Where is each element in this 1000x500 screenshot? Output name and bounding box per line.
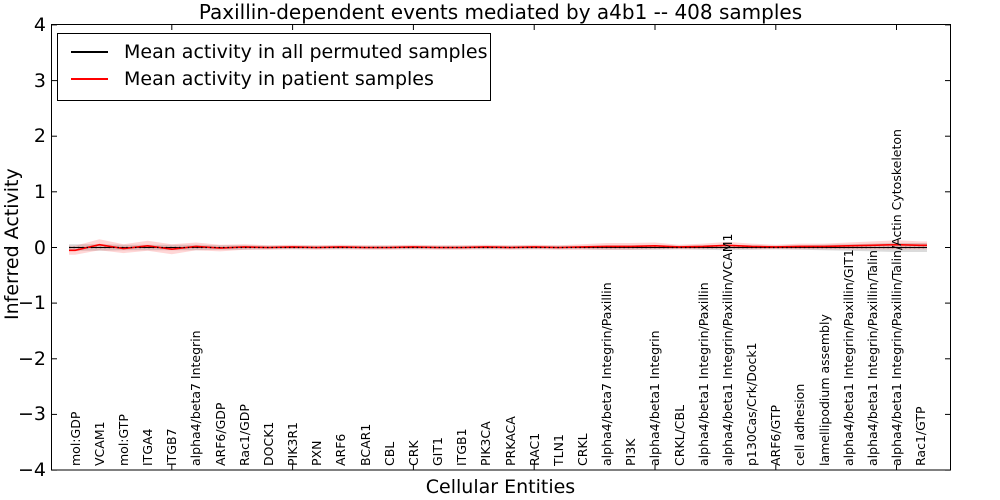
x-tick-label: Rac1/GDP [236, 404, 252, 466]
x-tick-label: CRKL [574, 433, 590, 466]
y-tick-label: −4 [17, 459, 46, 482]
x-tick-label: mol:GDP [67, 411, 83, 466]
y-tick-label: −3 [17, 403, 46, 426]
x-tick-label: alpha4/beta1 Integrin/Paxillin/VCAM1 [719, 233, 735, 466]
x-tick-label: mol:GTP [116, 414, 131, 466]
chart-title: Paxillin-dependent events mediated by a4… [198, 0, 803, 24]
x-tick-label: DOCK1 [260, 421, 276, 466]
x-tick-label: PIK3CA [478, 421, 494, 466]
x-tick-label: PI3K [623, 438, 639, 466]
black-line-swatch [71, 50, 108, 53]
x-tick-label: ARF6/GDP [212, 402, 228, 466]
x-tick-label: ITGB1 [454, 428, 470, 466]
y-tick-label: −2 [17, 347, 46, 370]
y-tick-label: 0 [33, 236, 46, 259]
x-tick-label: PIK3R1 [285, 421, 301, 466]
y-tick-label: 1 [33, 180, 46, 203]
x-tick-label: RAC1 [526, 432, 542, 466]
x-tick-label: PXN [309, 440, 325, 466]
x-tick-label: alpha4/beta1 Integrin/Paxillin/Talin/Act… [889, 129, 905, 466]
patient-mean-line [69, 243, 927, 252]
x-tick-label: PRKACA [502, 416, 518, 466]
legend-item-patient: Mean activity in patient samples [58, 65, 490, 92]
y-tick-label: 3 [33, 69, 46, 92]
x-tick-label: BCAR1 [357, 423, 373, 466]
x-tick-label: ITGB7 [164, 428, 180, 466]
x-tick-label: CBL [381, 441, 397, 466]
legend-label: Mean activity in patient samples [124, 67, 434, 90]
y-tick-label: 2 [33, 125, 46, 148]
x-tick-label: p130Cas/Crk/Dock1 [744, 342, 760, 466]
legend-item-permuted: Mean activity in all permuted samples [58, 38, 490, 65]
red-line-swatch [71, 77, 108, 80]
legend-label: Mean activity in all permuted samples [124, 40, 488, 63]
x-tick-label: alpha4/beta1 Integrin [647, 330, 663, 466]
x-tick-label: ARF6 [333, 433, 349, 466]
x-tick-label: GIT1 [430, 437, 446, 466]
x-tick-label: CRKL/CBL [671, 404, 687, 466]
x-tick-label: CRK [405, 440, 421, 466]
x-tick-label: lamellipodium assembly [816, 314, 832, 466]
y-tick-label: 4 [33, 13, 46, 36]
x-tick-label: alpha4/beta7 Integrin/Paxillin [599, 282, 615, 466]
x-tick-label: alpha4/beta1 Integrin/Paxillin/Talin [864, 250, 880, 466]
x-tick-label: VCAM1 [91, 421, 107, 466]
x-tick-label: alpha4/beta1 Integrin/Paxillin [695, 282, 711, 466]
x-tick-label: Rac1/GTP [913, 406, 929, 466]
x-tick-label: alpha4/beta1 Integrin/Paxillin/GIT1 [840, 249, 856, 466]
x-tick-label: ARF6/GTP [768, 404, 784, 466]
y-axis-label: Inferred Activity [1, 168, 23, 320]
legend: Mean activity in all permuted samples Me… [57, 33, 491, 101]
x-tick-label: alpha4/beta7 Integrin [188, 330, 204, 466]
x-tick-label: TLN1 [550, 434, 566, 466]
y-tick-label: −1 [17, 292, 46, 315]
x-tick-label: cell adhesion [792, 383, 808, 466]
x-axis-label: Cellular Entities [425, 476, 576, 498]
x-tick-label: ITGA4 [140, 428, 156, 466]
